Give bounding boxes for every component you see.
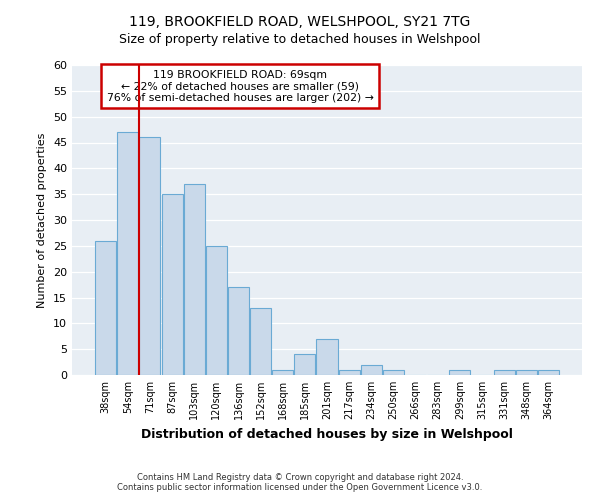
Bar <box>383 370 404 375</box>
Bar <box>338 370 359 375</box>
Bar <box>161 194 182 375</box>
Text: Contains HM Land Registry data © Crown copyright and database right 2024.
Contai: Contains HM Land Registry data © Crown c… <box>118 473 482 492</box>
Bar <box>139 138 160 375</box>
Text: 119 BROOKFIELD ROAD: 69sqm
← 22% of detached houses are smaller (59)
76% of semi: 119 BROOKFIELD ROAD: 69sqm ← 22% of deta… <box>107 70 374 103</box>
Bar <box>184 184 205 375</box>
Bar <box>361 364 382 375</box>
Bar <box>95 240 116 375</box>
X-axis label: Distribution of detached houses by size in Welshpool: Distribution of detached houses by size … <box>141 428 513 440</box>
Bar <box>494 370 515 375</box>
Text: 119, BROOKFIELD ROAD, WELSHPOOL, SY21 7TG: 119, BROOKFIELD ROAD, WELSHPOOL, SY21 7T… <box>130 15 470 29</box>
Text: Size of property relative to detached houses in Welshpool: Size of property relative to detached ho… <box>119 32 481 46</box>
Bar <box>118 132 139 375</box>
Bar <box>295 354 316 375</box>
Bar <box>206 246 227 375</box>
Bar <box>272 370 293 375</box>
Bar <box>250 308 271 375</box>
Bar <box>316 339 338 375</box>
Bar <box>449 370 470 375</box>
Bar <box>515 370 536 375</box>
Bar <box>538 370 559 375</box>
Y-axis label: Number of detached properties: Number of detached properties <box>37 132 47 308</box>
Bar <box>228 287 249 375</box>
